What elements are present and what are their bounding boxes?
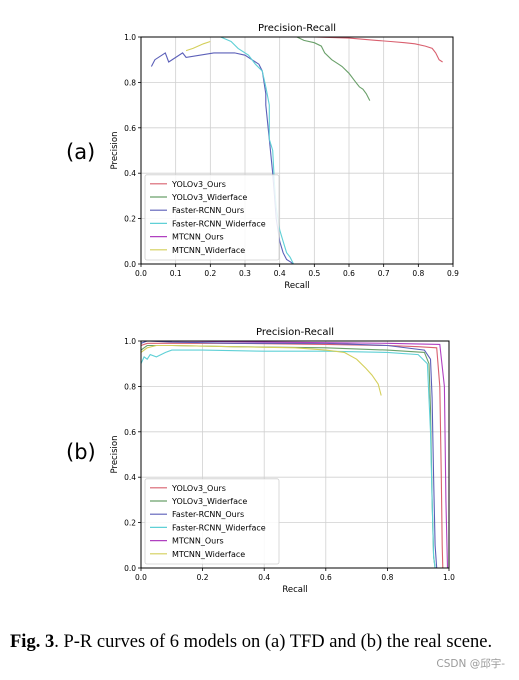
- y-tick-label: 1.0: [124, 33, 136, 42]
- series-line-faster-rcnn-widerface: [141, 36, 294, 265]
- legend-entry: YOLOv3_Ours: [171, 180, 226, 189]
- legend-entry: Faster-RCNN_Widerface: [172, 523, 266, 532]
- series-line-mtcnn-widerface: [185, 40, 211, 52]
- x-tick-label: 0.8: [412, 269, 424, 278]
- x-tick-label: 0.0: [135, 269, 147, 278]
- x-tick-label: 0.2: [204, 269, 216, 278]
- legend: YOLOv3_Ours YOLOv3_Widerface Faster-RCNN_O…: [144, 174, 280, 261]
- caption-fig-label: Fig. 3: [10, 632, 55, 652]
- legend-entry: Faster-RCNN_Ours: [172, 510, 244, 519]
- y-tick-label: 1.0: [124, 337, 136, 346]
- chart-title: Precision-Recall: [256, 327, 334, 338]
- legend-entry: Faster-RCNN_Ours: [172, 206, 244, 215]
- legend-box: [144, 174, 280, 261]
- legend-entry: YOLOv3_Widerface: [171, 497, 247, 506]
- y-tick-label: 0.4: [124, 169, 136, 178]
- x-tick-label: 0.1: [170, 269, 182, 278]
- chart-title: Precision-Recall: [258, 23, 336, 34]
- legend-entry: MTCNN_Widerface: [172, 246, 245, 255]
- charts-canvas: 0.0 0.1 0.2 0.3 0.4 0.5 0.6 0.7 0.8 0.90.00.20.40…: [110, 23, 459, 595]
- x-tick-label: 0.7: [378, 269, 390, 278]
- series-line-faster-rcnn-widerface: [140, 349, 436, 569]
- y-tick-label: 0.6: [124, 428, 136, 437]
- x-tick-label: 0.8: [381, 573, 393, 582]
- x-tick-label: 1.0: [443, 573, 455, 582]
- legend: YOLOv3_Ours YOLOv3_Widerface Faster-RCNN_O…: [144, 478, 280, 565]
- series-line-mtcnn-widerface: [140, 344, 382, 396]
- plot-frame: [140, 340, 450, 569]
- y-tick-label: 0.6: [124, 124, 136, 133]
- legend-entry: Faster-RCNN_Widerface: [172, 219, 266, 228]
- x-tick-label: 0.3: [239, 269, 251, 278]
- x-tick-label: 0.9: [447, 269, 459, 278]
- x-tick-label: 0.6: [320, 573, 332, 582]
- chart-2: 0.0 0.2 0.4 0.6 0.8 1.0 0.0 0.2 0.4 0.6 0.8 1.0 Prec…: [110, 327, 455, 595]
- x-tick-label: 0.4: [258, 573, 270, 582]
- legend-entry: YOLOv3_Widerface: [171, 193, 247, 202]
- panel-label-b: (b): [66, 440, 96, 464]
- watermark: CSDN @邱宇-: [436, 658, 505, 670]
- panel-label-a: (a): [66, 140, 96, 164]
- x-tick-label: 0.5: [308, 269, 320, 278]
- y-tick-label: 0.4: [124, 473, 136, 482]
- series-line-faster-rcnn-ours: [150, 52, 349, 265]
- y-axis-label: Precision: [110, 436, 120, 474]
- caption-text: . P-R curves of 6 models on (a) TFD and …: [54, 632, 493, 652]
- x-axis-label: Recall: [284, 281, 309, 291]
- legend-entry: YOLOv3_Ours: [171, 484, 226, 493]
- series-line-faster-rcnn-ours: [140, 340, 438, 569]
- x-tick-label: 0.2: [197, 573, 209, 582]
- series-line-yolov3-widerface: [141, 36, 371, 101]
- series-line-yolov3-ours: [140, 342, 444, 569]
- series-group: [140, 340, 449, 569]
- y-tick-label: 0.2: [124, 215, 136, 224]
- chart-1: 0.0 0.1 0.2 0.3 0.4 0.5 0.6 0.7 0.8 0.9 0.0 0.2 0.4 0…: [110, 23, 459, 291]
- y-tick-label: 0.8: [124, 78, 136, 87]
- plot-frame: [140, 36, 454, 265]
- x-tick-label: 0.0: [135, 573, 147, 582]
- y-axis-label: Precision: [110, 132, 120, 170]
- legend-entry: MTCNN_Widerface: [172, 550, 245, 559]
- y-tick-label: 0.2: [124, 519, 136, 528]
- y-tick-label: 0.0: [124, 564, 136, 573]
- y-tick-label: 0.0: [124, 260, 136, 269]
- legend-entry: MTCNN_Ours: [172, 233, 224, 242]
- y-tick-label: 0.8: [124, 382, 136, 391]
- x-tick-label: 0.4: [274, 269, 286, 278]
- x-tick-label: 0.6: [343, 269, 355, 278]
- figure-caption: Fig. 3. P-R curves of 6 models on (a) TF…: [10, 630, 515, 655]
- x-axis-label: Recall: [282, 585, 307, 595]
- series-line-yolov3-ours: [141, 36, 443, 63]
- legend-box: [144, 478, 280, 565]
- legend-entry: MTCNN_Ours: [172, 537, 224, 546]
